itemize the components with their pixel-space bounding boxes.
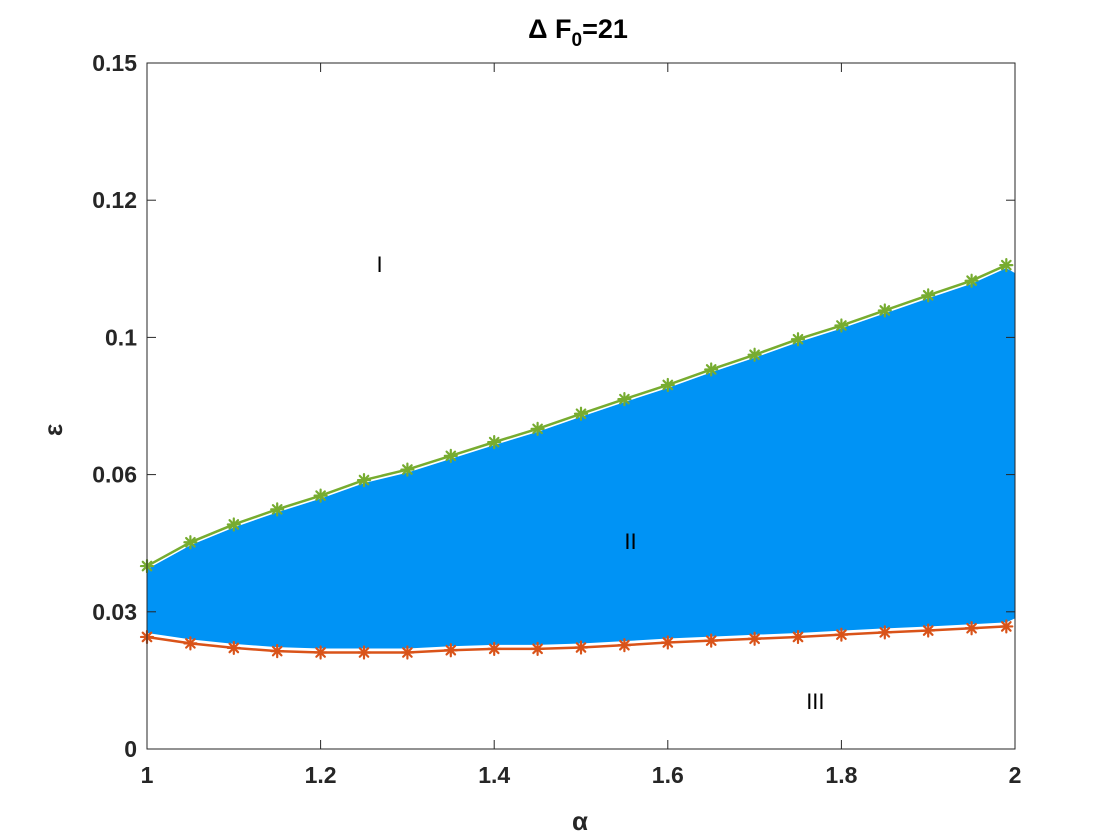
series-upper-point [704,362,719,377]
series-lower-point [790,629,806,645]
series-lower-point [487,641,502,656]
y-axis-label: ε [38,424,68,436]
chart-title-main: Δ F [528,14,571,44]
series-upper-point [573,406,589,421]
series-upper-point [877,303,892,318]
region-ii-fill [147,268,1015,649]
series-upper-point [356,472,372,488]
series-lower-point [183,636,198,651]
series-upper-point [617,392,632,407]
series-lower-point [226,640,241,656]
series-upper-point [834,318,849,333]
series-lower-point [877,625,892,640]
region-label: III [806,689,824,714]
series-upper-point [790,332,806,347]
chart-title-suffix: =21 [582,14,628,44]
series-upper-point [400,462,415,477]
y-axis: 0 0.03 0.06 0.1 0.12 0.15 [92,50,1015,762]
series-lower-point [617,638,632,653]
x-tick-label: 2 [1009,762,1022,788]
y-tick-label: 0.03 [92,599,137,625]
series-lower-point [356,645,372,660]
x-tick-label: 1.8 [825,762,857,788]
series-upper-point [921,288,936,303]
series-upper-point [747,347,762,362]
chart-title-subscript: 0 [572,30,583,51]
x-tick-label: 1.6 [652,762,684,788]
plot-area [139,62,1016,750]
series-upper-point [443,448,458,463]
region-label: I [377,252,383,277]
series-lower-point [313,645,328,660]
series-lower-point [400,645,415,660]
y-tick-label: 0.06 [92,462,137,488]
series-lower-point [270,644,285,659]
plot-frame [146,62,1016,750]
y-tick-label: 0.12 [92,187,137,213]
series-upper-point [964,273,979,288]
series-lower-point [443,643,458,658]
series-lower-point [573,640,589,655]
series-markers [139,258,1014,660]
series-lower-point [530,641,545,656]
x-tick-label: 1 [141,762,154,788]
x-axis: 1 1.2 1.4 1.6 1.8 2 [141,63,1022,788]
x-tick-label: 1.4 [478,762,510,788]
chart-title: Δ F0=21 [528,14,628,51]
x-axis-label: α [572,806,588,836]
series-lower-point [747,631,762,646]
y-tick-label: 0.15 [92,50,137,76]
series-upper-point [660,377,675,393]
x-tick-label: 1.2 [305,762,337,788]
series-upper-point [270,502,285,517]
series-upper-point [226,517,241,532]
series-lower-point [660,635,675,650]
y-tick-label: 0.1 [105,324,137,350]
series-upper-point [183,535,198,550]
series-lower-point [921,623,936,638]
y-tick-label: 0 [124,736,137,762]
series-upper-point [530,421,545,436]
series-lower-point [964,621,979,636]
series-lower-point [834,627,849,642]
series-upper-point [487,435,502,450]
series-upper-point [313,488,328,503]
series-lower-point [999,619,1014,634]
region-label: II [624,529,636,554]
series-lower-point [704,633,719,648]
series-upper-point [999,258,1014,273]
